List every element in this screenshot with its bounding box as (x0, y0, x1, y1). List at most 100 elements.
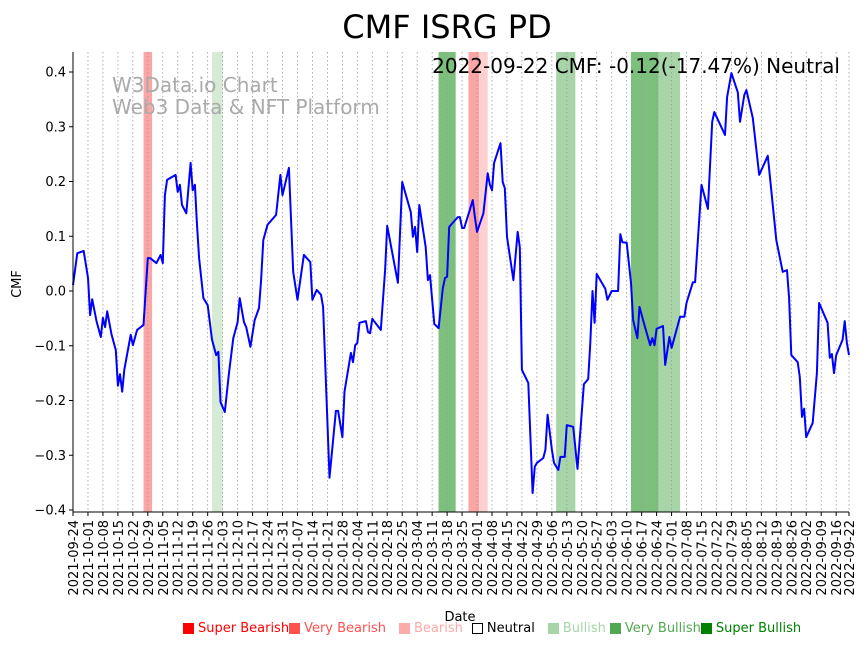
x-tick-label: 2022-02-11 (366, 520, 381, 596)
x-tick-label: 2022-06-03 (606, 520, 621, 596)
x-tick-label: 2022-08-05 (740, 520, 755, 596)
x-tick-label: 2022-04-08 (486, 520, 501, 596)
y-tick-label: −0.3 (34, 449, 66, 464)
x-tick-label: 2021-10-22 (127, 520, 142, 596)
y-tick-label: 0.0 (45, 285, 66, 300)
x-tick-label: 2022-07-01 (666, 520, 681, 596)
x-tick-label: 2022-08-12 (755, 520, 770, 596)
legend-label: Bullish (562, 621, 606, 636)
x-tick-label: 2022-04-15 (501, 520, 516, 596)
y-tick-label: 0.2 (45, 175, 66, 190)
x-tick-label: 2021-09-24 (67, 520, 82, 596)
y-tick-label: −0.1 (34, 339, 66, 354)
x-tick-label: 2021-12-17 (247, 520, 262, 596)
x-tick-label: 2021-11-12 (172, 520, 187, 596)
legend-swatch (609, 623, 621, 634)
signal-band-bullish (211, 52, 223, 512)
signal-band-bullish (556, 52, 576, 512)
x-tick-label: 2022-07-29 (725, 520, 740, 596)
legend-item-very-bearish: Very Bearish (289, 621, 386, 636)
y-ticks: −0.4 −0.3 −0.2 −0.1 0.0 0.1 0.2 0.3 0.4 (34, 66, 73, 519)
legend-swatch (289, 623, 301, 634)
x-tick-label: 2022-02-25 (396, 520, 411, 596)
legend-label: Neutral (486, 621, 535, 636)
x-tick-label: 2022-01-14 (306, 520, 321, 596)
legend-item-neutral: Neutral (471, 621, 535, 636)
x-tick-label: 2022-07-15 (695, 520, 710, 596)
x-tick-label: 2022-08-26 (785, 520, 800, 596)
x-axis-label: Date (444, 610, 475, 625)
x-tick-label: 2022-05-27 (591, 520, 606, 596)
x-tick-label: 2022-09-09 (815, 520, 830, 596)
x-tick-label: 2022-02-04 (351, 520, 366, 596)
signal-band-bullish (658, 52, 681, 512)
x-tick-label: 2022-07-22 (710, 520, 725, 596)
y-axis-label: CMF (10, 270, 25, 298)
x-tick-label: 2021-12-31 (276, 520, 291, 596)
y-tick-label: 0.4 (45, 66, 66, 81)
legend-label: Super Bullish (715, 621, 802, 636)
x-tick-label: 2022-03-18 (441, 520, 456, 596)
signal-band-bearish (479, 52, 488, 512)
x-tick-label: 2022-07-08 (681, 520, 696, 596)
x-tick-label: 2022-03-25 (456, 520, 471, 596)
x-tick-label: 2021-11-05 (157, 520, 172, 596)
signal-bands (143, 52, 681, 512)
y-tick-label: −0.2 (34, 394, 66, 409)
x-tick-label: 2021-11-26 (202, 520, 217, 596)
x-tick-label: 2021-10-29 (142, 520, 157, 596)
legend-item-bearish: Bearish (398, 621, 463, 636)
x-tick-label: 2021-11-19 (187, 520, 202, 596)
x-tick-label: 2022-01-21 (321, 520, 336, 596)
legend-label: Very Bearish (304, 621, 386, 636)
x-tick-label: 2022-05-06 (546, 520, 561, 596)
x-tick-label: 2022-06-10 (621, 520, 636, 596)
legend-swatch (183, 623, 194, 634)
y-tick-label: 0.3 (45, 120, 66, 135)
legend-item-super-bearish: Super Bearish (183, 621, 289, 636)
x-tick-label: 2021-10-01 (82, 520, 97, 596)
x-tick-label: 2021-10-15 (112, 520, 127, 596)
legend-label: Super Bearish (198, 621, 290, 636)
x-tick-label: 2022-08-19 (770, 520, 785, 596)
legend-label: Bearish (413, 621, 463, 636)
x-tick-label: 2022-03-11 (426, 520, 441, 596)
legend-swatch (700, 623, 712, 634)
legend-item-super-bullish: Super Bullish (700, 621, 802, 636)
x-tick-label: 2022-02-18 (381, 520, 396, 596)
legend-item-bullish: Bullish (547, 621, 606, 636)
latest-value-annotation: 2022-09-22 CMF: -0.12(-17.47%) Neutral (432, 54, 840, 78)
x-tick-label: 2021-10-08 (97, 520, 112, 596)
signal-band-very-bullish (630, 52, 659, 512)
x-tick-label: 2022-05-20 (576, 520, 591, 596)
legend-label: Very Bullish (624, 621, 701, 636)
legend-swatch (398, 623, 410, 634)
watermark-line-1: W3Data.io Chart (112, 73, 278, 97)
x-ticks: 2021-09-24 2021-10-01 2021-10-08 2021-10-15… (67, 512, 858, 596)
x-tick-label: 2022-04-22 (516, 520, 531, 596)
vertical-gridlines (72, 52, 850, 512)
x-tick-label: 2022-06-17 (636, 520, 651, 596)
cmf-series-points (72, 73, 850, 494)
watermark-line-2: Web3 Data & NFT Platform (112, 95, 380, 119)
signal-band-very-bearish (143, 52, 153, 512)
x-tick-label: 2022-01-07 (291, 520, 306, 596)
signal-band-very-bullish (438, 52, 456, 512)
x-tick-label: 2022-04-29 (531, 520, 546, 596)
x-tick-label: 2022-03-04 (411, 520, 426, 596)
cmf-series-line (72, 72, 850, 494)
legend-item-very-bullish: Very Bullish (609, 621, 701, 636)
y-tick-label: 0.1 (45, 230, 66, 245)
x-tick-label: 2022-09-02 (800, 520, 815, 596)
x-tick-label: 2022-09-16 (830, 520, 845, 596)
x-tick-label: 2021-12-03 (217, 520, 232, 596)
legend: Super Bearish Very Bearish Bearish Neutral B… (183, 621, 801, 636)
x-tick-label: 2022-09-22 (843, 520, 858, 596)
y-tick-label: −0.4 (34, 504, 66, 519)
x-tick-label: 2022-01-28 (336, 520, 351, 596)
x-tick-label: 2021-12-10 (232, 520, 247, 596)
x-tick-label: 2022-05-13 (561, 520, 576, 596)
chart-title: CMF ISRG PD (342, 8, 551, 46)
signal-band-very-bearish (468, 52, 480, 512)
